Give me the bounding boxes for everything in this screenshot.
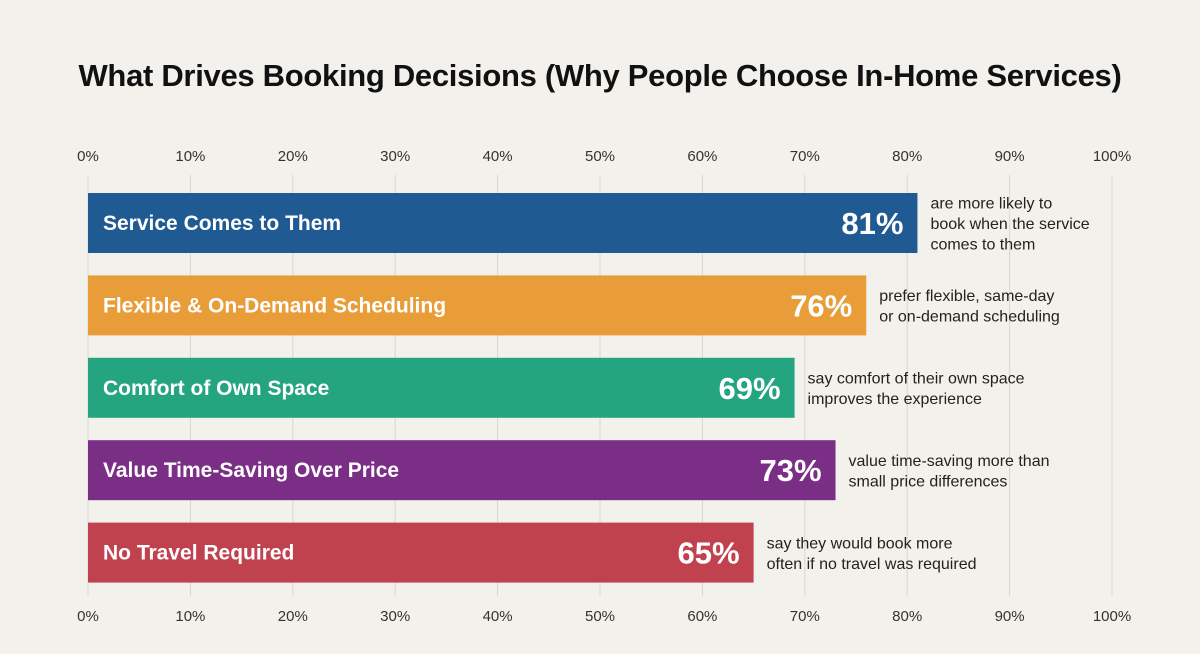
annotation-line: prefer flexible, same-day: [879, 288, 1054, 305]
bar: [88, 440, 836, 501]
x-tick-label-bottom: 90%: [995, 608, 1025, 625]
bar-group: Comfort of Own Space 69% say comfort of th…: [88, 357, 1025, 418]
x-axis-ticks-bottom: 0% 10% 20% 30% 40% 50% 60% 70% 80% 90% 100%: [77, 608, 1131, 625]
annotation-line: say comfort of their own space: [808, 371, 1025, 388]
category-label: Comfort of Own Space: [103, 377, 329, 400]
category-label: Flexible & On-Demand Scheduling: [103, 294, 446, 317]
bar: [88, 357, 795, 418]
x-tick-label-bottom: 100%: [1093, 608, 1131, 625]
x-tick-label-bottom: 60%: [687, 608, 717, 625]
bar-group: Flexible & On-Demand Scheduling 76% prefer…: [88, 275, 1060, 336]
category-label: Service Comes to Them: [103, 212, 341, 235]
x-tick-label-bottom: 70%: [790, 608, 820, 625]
annotation-line: say they would book more: [767, 535, 953, 552]
x-tick-label-top: 60%: [687, 148, 717, 165]
annotation-line: small price differences: [849, 473, 1008, 490]
value-label: 65%: [678, 536, 740, 571]
annotation-line: improves the experience: [808, 391, 982, 408]
annotation-line: often if no travel was required: [767, 556, 977, 573]
x-tick-label-top: 80%: [892, 148, 922, 165]
x-tick-label-top: 40%: [483, 148, 513, 165]
value-label: 81%: [841, 206, 903, 241]
x-tick-label-top: 30%: [380, 148, 410, 165]
x-tick-label-top: 0%: [77, 148, 99, 165]
x-tick-label-bottom: 20%: [278, 608, 308, 625]
x-tick-label-top: 10%: [175, 148, 205, 165]
category-label: Value Time-Saving Over Price: [103, 459, 399, 482]
x-tick-label-bottom: 10%: [175, 608, 205, 625]
bar-group: No Travel Required 65% say they would book…: [88, 522, 977, 583]
bar: [88, 275, 867, 336]
annotation-line: are more likely to: [930, 196, 1052, 213]
x-tick-label-top: 70%: [790, 148, 820, 165]
x-tick-label-top: 90%: [995, 148, 1025, 165]
x-tick-label-bottom: 0%: [77, 608, 99, 625]
bar: [88, 193, 918, 253]
bar: [88, 522, 754, 583]
x-tick-label-bottom: 30%: [380, 608, 410, 625]
x-tick-label-bottom: 50%: [585, 608, 615, 625]
x-tick-label-bottom: 80%: [892, 608, 922, 625]
x-tick-label-bottom: 40%: [483, 608, 513, 625]
value-label: 73%: [759, 453, 821, 488]
value-label: 69%: [719, 371, 781, 406]
x-tick-label-top: 50%: [585, 148, 615, 165]
annotation-line: value time-saving more than: [849, 453, 1050, 470]
x-tick-label-top: 100%: [1093, 148, 1131, 165]
annotation-line: book when the service: [930, 216, 1089, 233]
bar-group: Value Time-Saving Over Price 73% value tim…: [88, 440, 1050, 501]
x-tick-label-top: 20%: [278, 148, 308, 165]
bars: Service Comes to Them 81% are more likely …: [88, 193, 1090, 583]
category-label: No Travel Required: [103, 542, 294, 565]
annotation-line: or on-demand scheduling: [879, 309, 1060, 326]
bar-group: Service Comes to Them 81% are more likely …: [88, 193, 1090, 254]
chart-title: What Drives Booking Decisions (Why Peopl…: [78, 58, 1122, 93]
annotation-line: comes to them: [930, 237, 1035, 254]
value-label: 76%: [790, 288, 852, 323]
x-axis-ticks-top: 0% 10% 20% 30% 40% 50% 60% 70% 80% 90% 100%: [77, 148, 1131, 165]
